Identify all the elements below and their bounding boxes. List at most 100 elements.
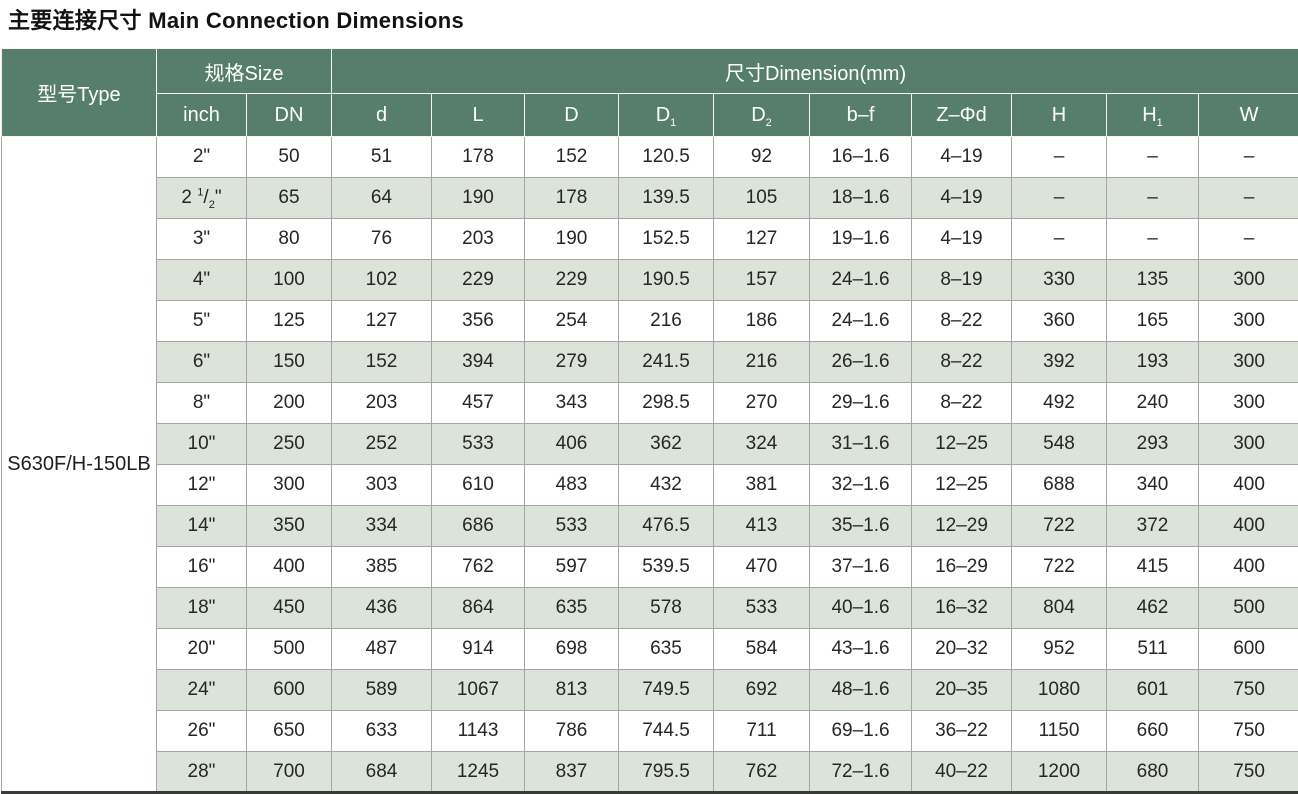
table-cell: 635 [525, 588, 619, 629]
inch-cell: 24" [157, 670, 247, 711]
table-cell: 533 [432, 424, 525, 465]
table-cell: 692 [714, 670, 810, 711]
table-cell: 250 [247, 424, 332, 465]
table-cell: 51 [332, 137, 432, 178]
table-cell: 125 [247, 301, 332, 342]
table-cell: 686 [432, 506, 525, 547]
table-cell: 476.5 [619, 506, 714, 547]
table-cell: 252 [332, 424, 432, 465]
table-cell: 8–22 [912, 342, 1012, 383]
table-cell: 20–32 [912, 629, 1012, 670]
table-cell: 200 [247, 383, 332, 424]
table-cell: 584 [714, 629, 810, 670]
table-cell: – [1012, 137, 1107, 178]
inch-cell: 28" [157, 752, 247, 793]
table-cell: 50 [247, 137, 332, 178]
column-header-size: 规格Size [157, 49, 332, 94]
table-cell: 1143 [432, 711, 525, 752]
table-cell: 381 [714, 465, 810, 506]
table-cell: 193 [1107, 342, 1199, 383]
table-cell: 362 [619, 424, 714, 465]
table-cell: 372 [1107, 506, 1199, 547]
inch-cell: 10" [157, 424, 247, 465]
table-cell: 334 [332, 506, 432, 547]
table-cell: 203 [432, 219, 525, 260]
table-cell: 492 [1012, 383, 1107, 424]
table-cell: 360 [1012, 301, 1107, 342]
table-cell: 684 [332, 752, 432, 793]
table-cell: 157 [714, 260, 810, 301]
table-cell: 952 [1012, 629, 1107, 670]
table-cell: 483 [525, 465, 619, 506]
table-cell: – [1012, 178, 1107, 219]
table-cell: 392 [1012, 342, 1107, 383]
table-cell: 795.5 [619, 752, 714, 793]
table-cell: 600 [1199, 629, 1298, 670]
table-cell: – [1107, 137, 1199, 178]
table-cell: 711 [714, 711, 810, 752]
inch-cell: 8" [157, 383, 247, 424]
table-cell: 216 [619, 301, 714, 342]
table-cell: 65 [247, 178, 332, 219]
table-cell: 16–29 [912, 547, 1012, 588]
table-cell: 26–1.6 [810, 342, 912, 383]
table-cell: 29–1.6 [810, 383, 912, 424]
table-cell: 4–19 [912, 137, 1012, 178]
table-cell: 300 [1199, 260, 1298, 301]
table-cell: 300 [247, 465, 332, 506]
column-header-dimension: 尺寸Dimension(mm) [332, 49, 1298, 94]
table-cell: 8–22 [912, 301, 1012, 342]
table-cell: 76 [332, 219, 432, 260]
table-cell: 432 [619, 465, 714, 506]
table-cell: 152 [332, 342, 432, 383]
table-cell: 324 [714, 424, 810, 465]
table-cell: 300 [1199, 301, 1298, 342]
table-cell: 1150 [1012, 711, 1107, 752]
table-cell: 914 [432, 629, 525, 670]
table-cell: 578 [619, 588, 714, 629]
table-cell: 300 [1199, 383, 1298, 424]
table-cell: 500 [1199, 588, 1298, 629]
table-cell: 864 [432, 588, 525, 629]
table-cell: 229 [432, 260, 525, 301]
table-cell: 688 [1012, 465, 1107, 506]
subheader-h: H [1012, 94, 1107, 137]
table-cell: 762 [714, 752, 810, 793]
table-cell: 303 [332, 465, 432, 506]
table-cell: 350 [247, 506, 332, 547]
table-cell: 120.5 [619, 137, 714, 178]
table-cell: 19–1.6 [810, 219, 912, 260]
table-cell: 722 [1012, 506, 1107, 547]
table-cell: 190 [432, 178, 525, 219]
table-cell: 539.5 [619, 547, 714, 588]
table-cell: 610 [432, 465, 525, 506]
table-cell: 293 [1107, 424, 1199, 465]
inch-cell: 2 1/2" [157, 178, 247, 219]
table-cell: 100 [247, 260, 332, 301]
table-cell: 178 [432, 137, 525, 178]
table-cell: 37–1.6 [810, 547, 912, 588]
table-cell: 186 [714, 301, 810, 342]
inch-cell: 2" [157, 137, 247, 178]
table-cell: 601 [1107, 670, 1199, 711]
column-header-type: 型号Type [2, 49, 157, 137]
subheader-d-big: D [525, 94, 619, 137]
inch-cell: 26" [157, 711, 247, 752]
inch-cell: 18" [157, 588, 247, 629]
table-cell: 385 [332, 547, 432, 588]
table-cell: – [1199, 219, 1298, 260]
table-cell: – [1199, 137, 1298, 178]
table-cell: 300 [1199, 424, 1298, 465]
table-cell: 750 [1199, 711, 1298, 752]
table-cell: – [1107, 219, 1199, 260]
table-cell: 40–1.6 [810, 588, 912, 629]
table-cell: 436 [332, 588, 432, 629]
